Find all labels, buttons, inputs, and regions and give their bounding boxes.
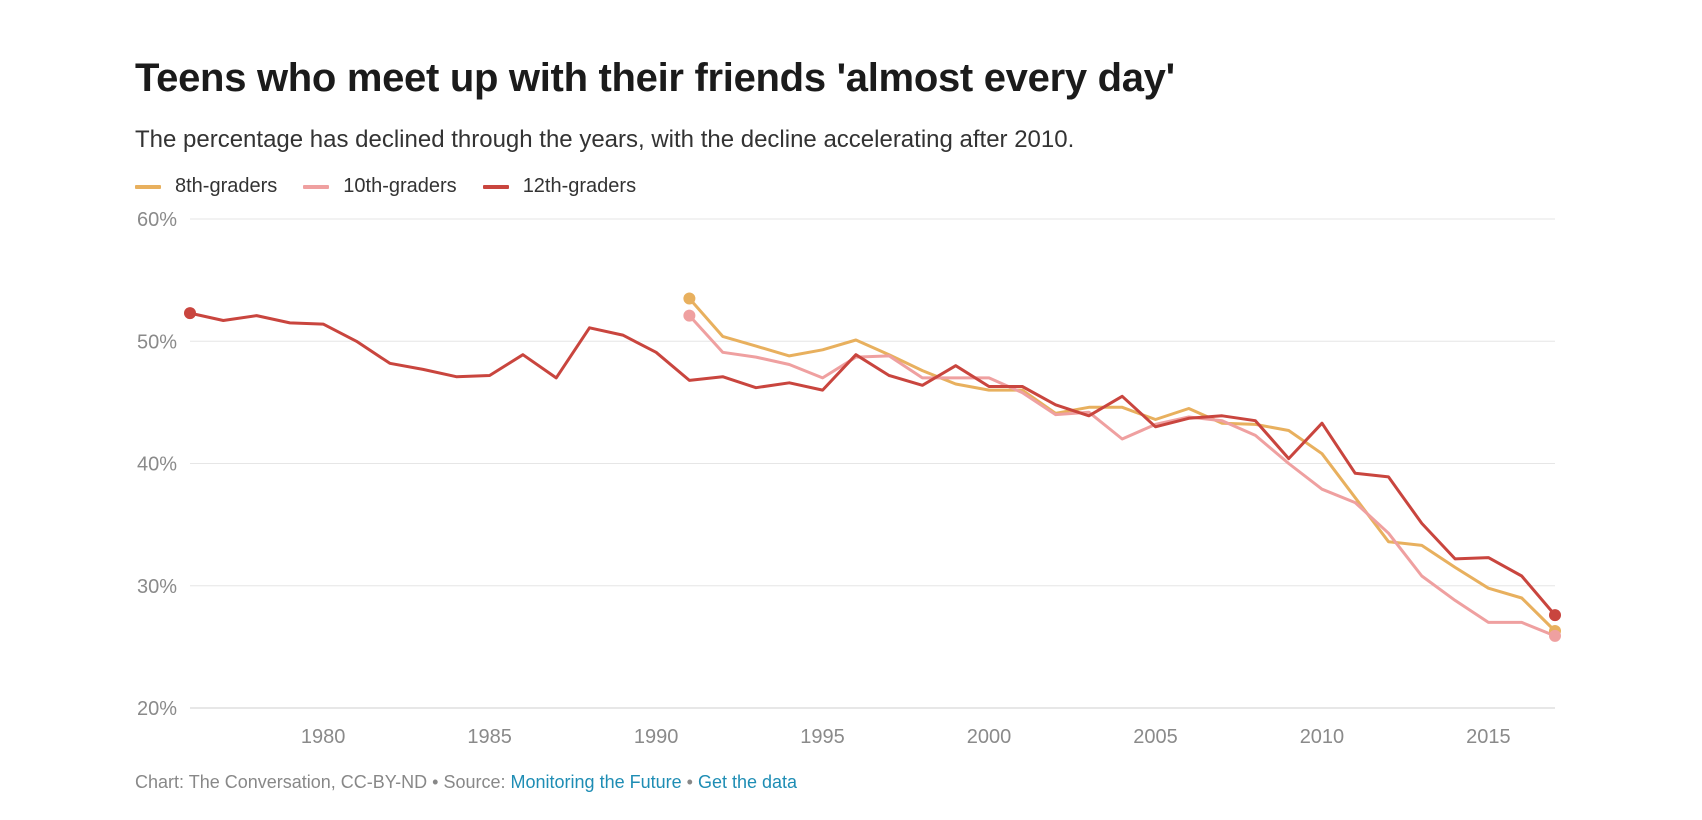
x-tick-label: 2010 — [1300, 726, 1345, 748]
legend-label-12th-graders: 12th-graders — [522, 175, 637, 197]
y-axis-ticks: 20% 30% 40% 50% 60% — [137, 209, 177, 720]
chart-footer: Chart: The Conversation, CC-BY-ND • Sour… — [135, 772, 797, 793]
chart-legend: 8th-graders 10th-graders 12th-graders — [135, 175, 636, 198]
footer-credit: Chart: The Conversation, CC-BY-ND — [135, 772, 428, 792]
x-tick-label: 1990 — [634, 726, 679, 748]
series-end-point-10th-graders — [1549, 629, 1561, 642]
footer-source-label: Source: — [443, 772, 506, 792]
x-tick-label: 2000 — [967, 726, 1012, 748]
get-data-link[interactable]: Get the data — [697, 772, 798, 792]
legend-swatch-8th-graders — [135, 184, 161, 189]
series-start-point-10th-graders — [683, 309, 696, 322]
series-line-10th-graders — [687, 314, 1557, 638]
footer-separator-2: • — [686, 772, 693, 792]
y-tick-label: 60% — [137, 209, 177, 231]
chart-subtitle: The percentage has declined through the … — [135, 126, 1075, 153]
legend-item-10th-graders: 10th-graders — [303, 175, 457, 198]
x-tick-label: 2015 — [1466, 726, 1511, 748]
line-chart: 20% 30% 40% 50% 60% 1980 1985 1990 1995 2000 2005… — [137, 209, 1561, 748]
series-line-12th-graders — [188, 311, 1557, 617]
series-start-point-8th-graders — [683, 292, 696, 305]
x-tick-label: 2005 — [1133, 726, 1178, 748]
series-lines — [188, 297, 1557, 638]
y-tick-label: 20% — [137, 698, 177, 720]
y-tick-label: 50% — [137, 331, 177, 353]
series-end-point-12th-graders — [1549, 609, 1561, 622]
x-tick-label: 1985 — [467, 726, 512, 748]
legend-item-8th-graders: 8th-graders — [135, 175, 277, 198]
gridlines — [190, 218, 1555, 709]
x-axis-ticks: 1980 1985 1990 1995 2000 2005 2010 2015 — [301, 726, 1511, 748]
series-line-8th-graders — [687, 297, 1557, 633]
x-tick-label: 1995 — [800, 726, 845, 748]
footer-separator: • — [432, 772, 439, 792]
source-link[interactable]: Monitoring the Future — [510, 772, 682, 792]
legend-swatch-10th-graders — [303, 184, 330, 189]
legend-label-10th-graders: 10th-graders — [343, 175, 457, 197]
y-tick-label: 30% — [137, 576, 177, 598]
x-tick-label: 1980 — [301, 726, 346, 748]
legend-swatch-12th-graders — [482, 184, 509, 189]
series-start-point-12th-graders — [184, 307, 196, 320]
series-endpoints — [184, 292, 1561, 642]
legend-label-8th-graders: 8th-graders — [175, 175, 278, 197]
y-tick-label: 40% — [137, 454, 177, 476]
chart-title: Teens who meet up with their friends 'al… — [135, 56, 1175, 100]
legend-item-12th-graders: 12th-graders — [482, 175, 637, 198]
